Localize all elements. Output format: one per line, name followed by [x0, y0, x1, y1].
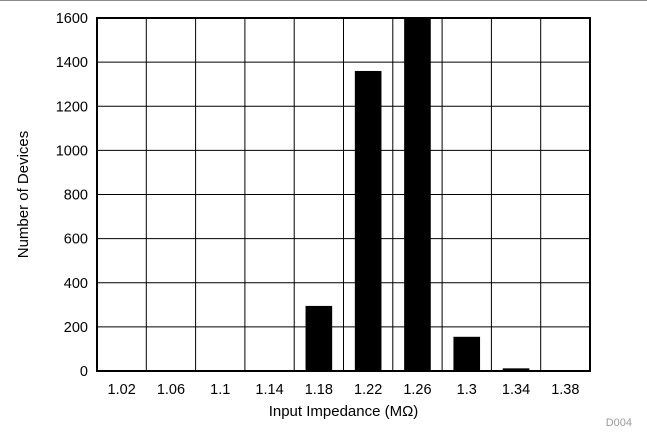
y-axis-ticks: 0 200 400 600 800 1000 1200 1400 1600 — [56, 11, 88, 380]
x-tick-label: 1.38 — [551, 382, 579, 398]
y-tick-label: 800 — [64, 188, 88, 204]
y-tick-label: 200 — [64, 320, 88, 336]
bar-1.26 — [404, 18, 431, 371]
y-tick-label: 1400 — [56, 55, 88, 71]
figure-code-label: D004 — [606, 417, 632, 429]
x-tick-label: 1.14 — [255, 382, 283, 398]
x-tick-label: 1.06 — [157, 382, 185, 398]
bar-1.22 — [354, 70, 382, 371]
bar-1.3 — [453, 336, 481, 371]
top-border-rule — [0, 0, 647, 1]
y-tick-label: 1600 — [56, 11, 88, 27]
x-axis-title: Input Impedance (MΩ) — [269, 403, 419, 420]
x-tick-label: 1.02 — [108, 382, 136, 398]
plot-frame — [96, 17, 591, 372]
bar-1.34 — [502, 368, 530, 371]
x-tick-label: 1.26 — [403, 382, 431, 398]
y-tick-label: 1000 — [56, 143, 88, 159]
y-axis-title: Number of Devices — [15, 131, 32, 259]
y-tick-label: 1200 — [56, 99, 88, 115]
y-tick-label: 400 — [64, 276, 88, 292]
bar-series — [305, 18, 530, 371]
grid-lines — [97, 18, 590, 371]
bar-1.18 — [305, 305, 333, 371]
y-tick-label: 600 — [64, 232, 88, 248]
x-tick-label: 1.18 — [305, 382, 333, 398]
x-tick-label: 1.1 — [210, 382, 230, 398]
y-tick-label: 0 — [80, 364, 88, 380]
x-tick-label: 1.34 — [502, 382, 530, 398]
x-tick-label: 1.22 — [354, 382, 382, 398]
x-axis-ticks: 1.02 1.06 1.1 1.14 1.18 1.22 1.26 1.3 1.34 1.38 — [108, 382, 580, 398]
x-tick-label: 1.3 — [457, 382, 477, 398]
